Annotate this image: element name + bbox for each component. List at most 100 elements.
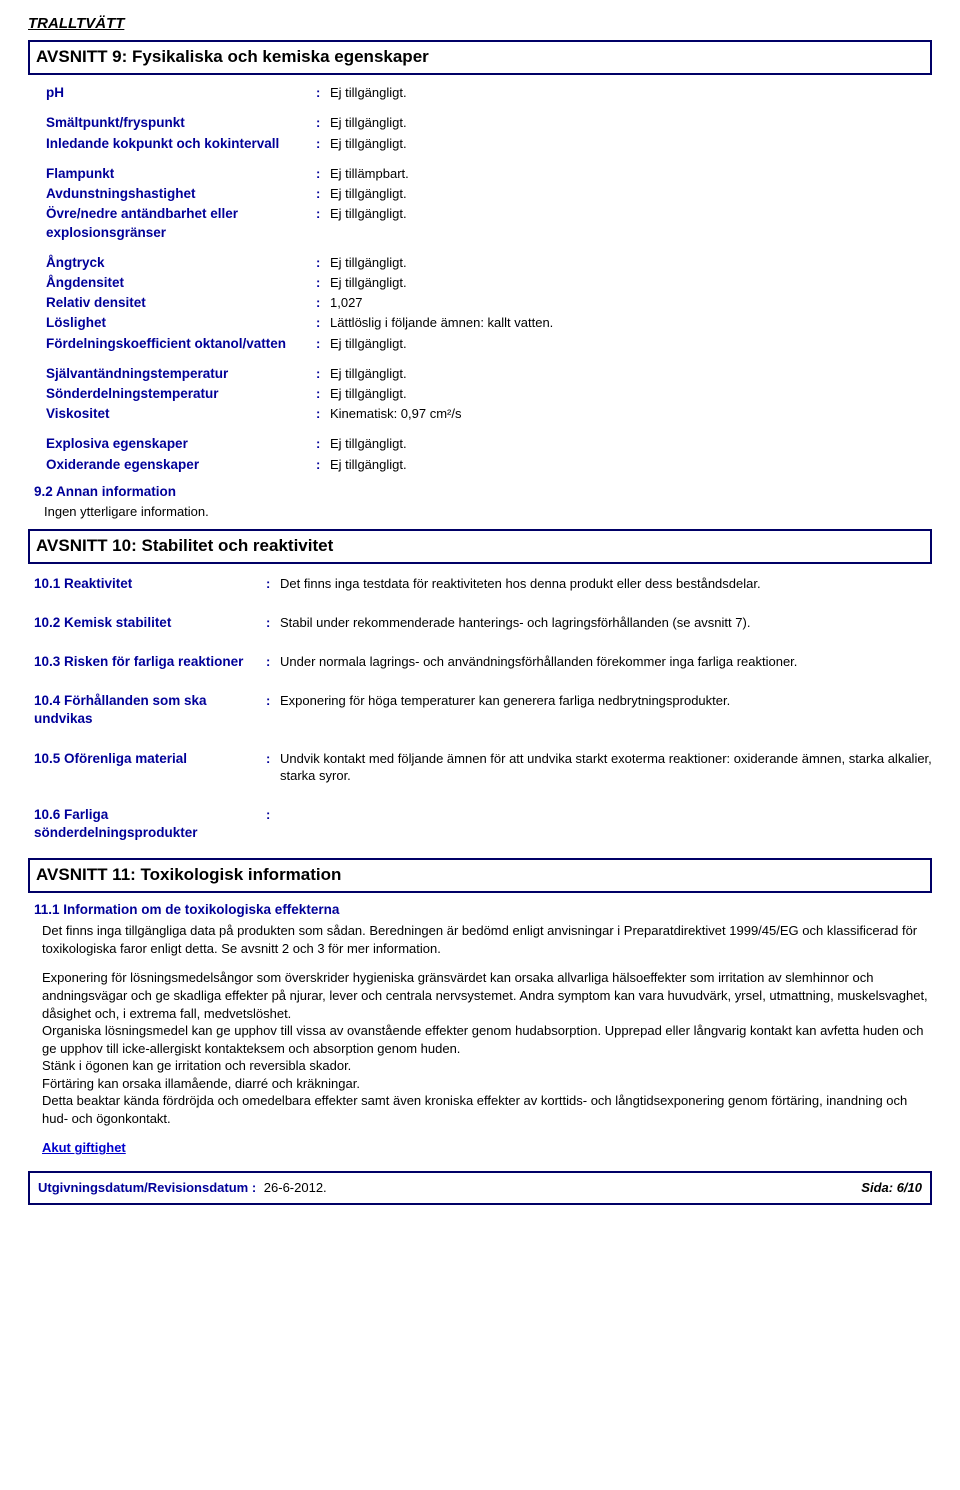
property-value: Ej tillgängligt.: [330, 185, 932, 203]
acute-toxicity-link[interactable]: Akut giftighet: [28, 1139, 932, 1157]
section-10-item: 10.2 Kemisk stabilitet:Stabil under reko…: [28, 611, 932, 650]
property-row: Löslighet:Lättlöslig i följande ämnen: k…: [46, 313, 932, 333]
section-9-2-text: Ingen ytterligare information.: [28, 503, 932, 521]
property-label: Inledande kokpunkt och kokintervall: [46, 135, 316, 153]
colon: :: [266, 653, 280, 671]
property-label: Flampunkt: [46, 165, 316, 183]
property-row: Ångtryck:Ej tillgängligt.: [46, 253, 932, 273]
property-row: Sönderdelningstemperatur:Ej tillgängligt…: [46, 384, 932, 404]
property-label: pH: [46, 84, 316, 102]
property-row: Ångdensitet:Ej tillgängligt.: [46, 273, 932, 293]
section-11-para-1: Det finns inga tillgängliga data på prod…: [28, 922, 932, 957]
colon: :: [316, 405, 330, 423]
property-label: Sönderdelningstemperatur: [46, 385, 316, 403]
colon: :: [266, 750, 280, 785]
item-label: 10.4 Förhållanden som ska undvikas: [34, 692, 266, 728]
footer-date: 26-6-2012.: [264, 1180, 327, 1195]
property-value: Ej tillgängligt.: [330, 385, 932, 403]
property-label: Ångdensitet: [46, 274, 316, 292]
property-row: Smältpunkt/fryspunkt:Ej tillgängligt.: [46, 113, 932, 133]
page-footer: Utgivningsdatum/Revisionsdatum : 26-6-20…: [28, 1171, 932, 1205]
footer-page: Sida: 6/10: [861, 1179, 922, 1197]
colon: :: [316, 365, 330, 383]
colon: :: [266, 806, 280, 842]
property-value: Ej tillämpbart.: [330, 165, 932, 183]
colon: :: [316, 254, 330, 272]
property-row: Viskositet:Kinematisk: 0,97 cm²/s: [46, 404, 932, 424]
section-10-item: 10.1 Reaktivitet:Det finns inga testdata…: [28, 572, 932, 611]
property-row: Explosiva egenskaper:Ej tillgängligt.: [46, 434, 932, 454]
item-label: 10.5 Oförenliga material: [34, 750, 266, 785]
colon: :: [266, 692, 280, 728]
colon: :: [316, 435, 330, 453]
property-label: Avdunstningshastighet: [46, 185, 316, 203]
colon: :: [316, 314, 330, 332]
colon: :: [316, 456, 330, 474]
property-label: Viskositet: [46, 405, 316, 423]
property-value: Ej tillgängligt.: [330, 114, 932, 132]
property-value: Ej tillgängligt.: [330, 365, 932, 383]
colon: :: [266, 575, 280, 593]
item-value: Undvik kontakt med följande ämnen för at…: [280, 750, 932, 785]
section-9-2-heading: 9.2 Annan information: [28, 483, 932, 501]
property-label: Övre/nedre antändbarhet eller explosions…: [46, 205, 316, 241]
section-11-para-2: Exponering för lösningsmedelsångor som ö…: [28, 969, 932, 1127]
property-value: Ej tillgängligt.: [330, 84, 932, 102]
colon: :: [316, 274, 330, 292]
property-row: Inledande kokpunkt och kokintervall:Ej t…: [46, 134, 932, 154]
property-value: Ej tillgängligt.: [330, 135, 932, 153]
section-10-item: 10.6 Farliga sönderdelningsprodukter:: [28, 803, 932, 852]
colon: :: [316, 385, 330, 403]
item-value: Exponering för höga temperaturer kan gen…: [280, 692, 932, 728]
property-label: Explosiva egenskaper: [46, 435, 316, 453]
section-11-1-heading: 11.1 Information om de toxikologiska eff…: [28, 901, 932, 919]
colon: :: [316, 335, 330, 353]
colon: :: [316, 135, 330, 153]
property-value: Kinematisk: 0,97 cm²/s: [330, 405, 932, 423]
section-10-item: 10.5 Oförenliga material:Undvik kontakt …: [28, 747, 932, 803]
property-value: Ej tillgängligt.: [330, 274, 932, 292]
property-row: Fördelningskoefficient oktanol/vatten:Ej…: [46, 334, 932, 354]
property-value: Ej tillgängligt.: [330, 205, 932, 241]
item-label: 10.2 Kemisk stabilitet: [34, 614, 266, 632]
property-row: Övre/nedre antändbarhet eller explosions…: [46, 204, 932, 242]
colon: :: [266, 614, 280, 632]
item-value: [280, 806, 932, 842]
property-row: Relativ densitet:1,027: [46, 293, 932, 313]
footer-colon: :: [252, 1180, 260, 1195]
property-row: Avdunstningshastighet:Ej tillgängligt.: [46, 184, 932, 204]
colon: :: [316, 114, 330, 132]
colon: :: [316, 84, 330, 102]
property-value: Lättlöslig i följande ämnen: kallt vatte…: [330, 314, 932, 332]
colon: :: [316, 294, 330, 312]
property-label: Smältpunkt/fryspunkt: [46, 114, 316, 132]
document-title: TRALLTVÄTT: [28, 14, 932, 34]
section-10-item: 10.3 Risken för farliga reaktioner:Under…: [28, 650, 932, 689]
section-9-header: AVSNITT 9: Fysikaliska och kemiska egens…: [28, 40, 932, 75]
property-row: Självantändningstemperatur:Ej tillgängli…: [46, 364, 932, 384]
property-value: 1,027: [330, 294, 932, 312]
property-label: Självantändningstemperatur: [46, 365, 316, 383]
section-11-header: AVSNITT 11: Toxikologisk information: [28, 858, 932, 893]
property-row: Flampunkt:Ej tillämpbart.: [46, 164, 932, 184]
footer-revision-label: Utgivningsdatum/Revisionsdatum: [38, 1180, 248, 1195]
section-10-body: 10.1 Reaktivitet:Det finns inga testdata…: [28, 572, 932, 853]
colon: :: [316, 165, 330, 183]
item-label: 10.1 Reaktivitet: [34, 575, 266, 593]
item-label: 10.6 Farliga sönderdelningsprodukter: [34, 806, 266, 842]
section-10-header: AVSNITT 10: Stabilitet och reaktivitet: [28, 529, 932, 564]
property-value: Ej tillgängligt.: [330, 456, 932, 474]
item-value: Under normala lagrings- och användningsf…: [280, 653, 932, 671]
property-row: Oxiderande egenskaper:Ej tillgängligt.: [46, 455, 932, 475]
property-row: pH:Ej tillgängligt.: [46, 83, 932, 103]
section-10-item: 10.4 Förhållanden som ska undvikas:Expon…: [28, 689, 932, 746]
footer-revision: Utgivningsdatum/Revisionsdatum : 26-6-20…: [38, 1179, 327, 1197]
item-value: Stabil under rekommenderade hanterings- …: [280, 614, 932, 632]
item-value: Det finns inga testdata för reaktivitete…: [280, 575, 932, 593]
property-value: Ej tillgängligt.: [330, 335, 932, 353]
property-value: Ej tillgängligt.: [330, 435, 932, 453]
property-label: Fördelningskoefficient oktanol/vatten: [46, 335, 316, 353]
section-9-properties: pH:Ej tillgängligt.Smältpunkt/fryspunkt:…: [28, 83, 932, 475]
property-label: Löslighet: [46, 314, 316, 332]
colon: :: [316, 185, 330, 203]
